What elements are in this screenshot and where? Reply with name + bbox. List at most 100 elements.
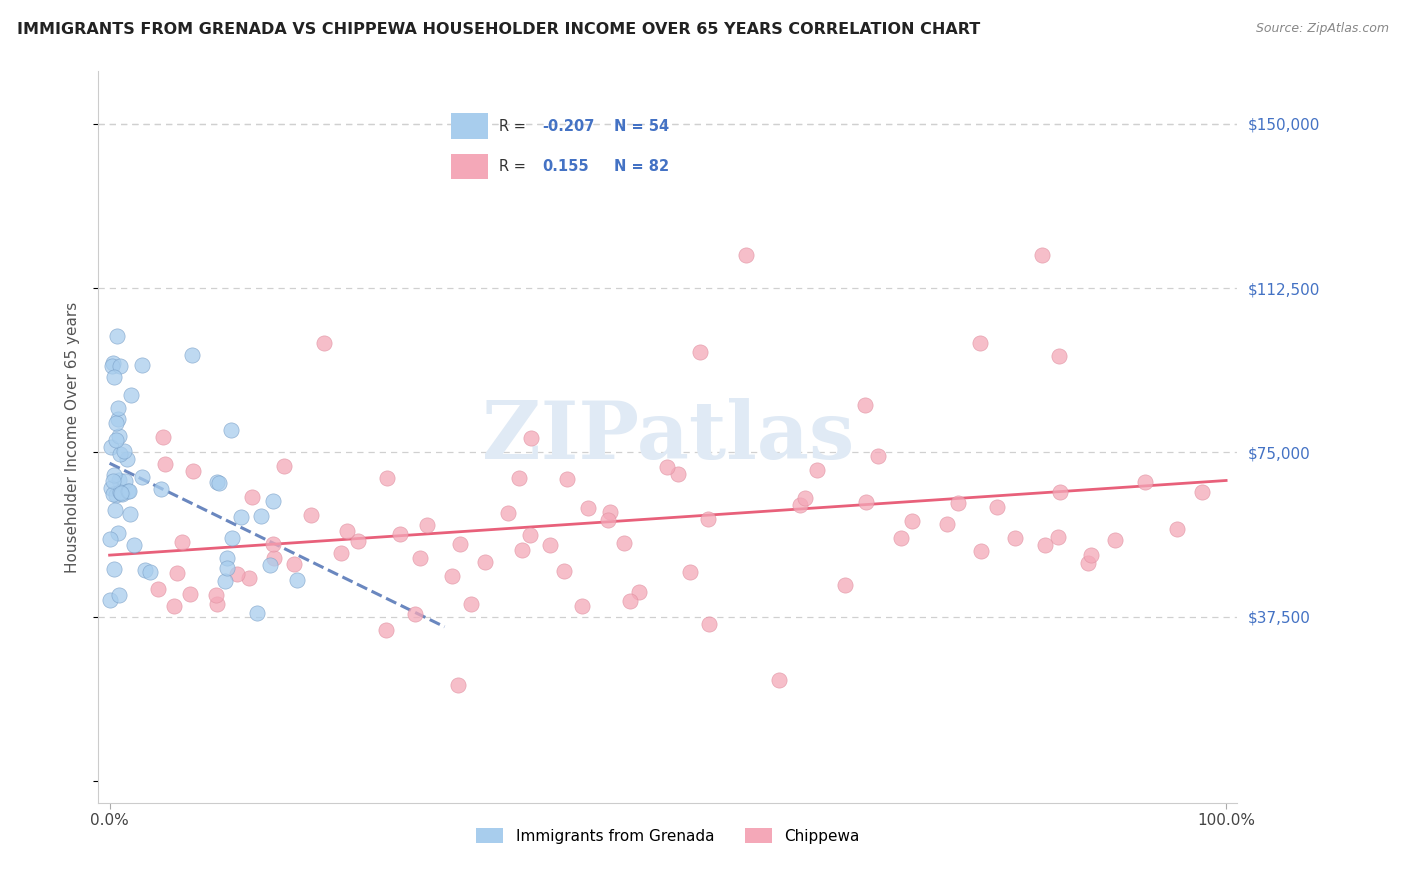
Point xyxy=(215,551,238,566)
Point xyxy=(110,484,132,499)
Point xyxy=(117,484,139,499)
Point xyxy=(100,481,122,495)
Text: IMMIGRANTS FROM GRENADA VS CHIPPEWA HOUSEHOLDER INCOME OVER 65 YEARS CORRELATION: IMMIGRANTS FROM GRENADA VS CHIPPEWA HOUS… xyxy=(17,22,980,37)
Point xyxy=(1077,556,1099,570)
Point xyxy=(657,460,679,475)
Point xyxy=(508,471,530,485)
Point xyxy=(205,475,228,489)
Point xyxy=(101,356,124,370)
Point xyxy=(101,474,124,488)
Point xyxy=(181,464,204,478)
Point xyxy=(283,557,305,571)
Point xyxy=(1166,522,1188,536)
Point xyxy=(948,496,970,510)
Point xyxy=(806,463,828,477)
Point xyxy=(205,589,228,603)
Point xyxy=(375,623,398,637)
Point xyxy=(146,582,169,597)
Point xyxy=(866,449,889,463)
Point xyxy=(1080,548,1102,562)
Point xyxy=(697,512,720,526)
Point xyxy=(107,525,129,540)
Point xyxy=(689,344,711,359)
Point xyxy=(225,566,247,581)
Point xyxy=(375,470,398,484)
Point xyxy=(101,487,124,501)
Point xyxy=(679,565,702,579)
Point xyxy=(834,578,856,592)
Point xyxy=(262,493,284,508)
Point xyxy=(986,500,1008,515)
Point xyxy=(576,500,599,515)
Point xyxy=(219,423,242,437)
Point xyxy=(697,616,720,631)
Point xyxy=(460,597,482,611)
Point xyxy=(134,563,156,577)
Point xyxy=(335,524,357,538)
Point xyxy=(118,508,141,522)
Point xyxy=(520,431,543,445)
Text: Source: ZipAtlas.com: Source: ZipAtlas.com xyxy=(1256,22,1389,36)
Point xyxy=(299,508,322,522)
Point xyxy=(118,483,141,498)
Point xyxy=(449,537,471,551)
Point xyxy=(330,546,353,560)
Point xyxy=(250,509,273,524)
Point xyxy=(613,535,636,549)
Point xyxy=(104,433,127,447)
Point xyxy=(619,593,641,607)
Point xyxy=(104,503,127,517)
Point xyxy=(262,537,284,551)
Point xyxy=(122,538,145,552)
Point xyxy=(1031,248,1053,262)
Point xyxy=(1004,531,1026,545)
Point xyxy=(969,335,991,350)
Point xyxy=(221,532,243,546)
Point xyxy=(853,399,876,413)
Point xyxy=(152,430,174,444)
Point xyxy=(936,517,959,532)
Y-axis label: Householder Income Over 65 years: Householder Income Over 65 years xyxy=(65,301,80,573)
Point xyxy=(238,571,260,585)
Point xyxy=(100,440,122,454)
Point xyxy=(900,514,922,528)
Point xyxy=(346,533,368,548)
Text: ZIPatlas: ZIPatlas xyxy=(482,398,853,476)
Point xyxy=(108,359,131,373)
Point xyxy=(108,473,131,487)
Point xyxy=(768,673,790,688)
Point xyxy=(207,597,229,611)
Point xyxy=(599,505,621,519)
Point xyxy=(666,467,689,481)
Point xyxy=(1047,349,1070,363)
Point xyxy=(208,475,231,490)
Point xyxy=(555,472,578,486)
Point xyxy=(100,359,122,373)
Point xyxy=(214,574,236,588)
Point xyxy=(103,370,125,384)
Point xyxy=(596,513,619,527)
Point xyxy=(969,544,991,558)
Point xyxy=(131,359,153,373)
Point xyxy=(312,335,335,350)
Point xyxy=(114,474,136,488)
Point xyxy=(259,558,281,573)
Point xyxy=(388,527,411,541)
Point xyxy=(180,348,202,362)
Point xyxy=(112,444,135,458)
Point xyxy=(409,551,432,566)
Point xyxy=(104,417,127,431)
Point xyxy=(263,550,285,565)
Point xyxy=(107,412,129,426)
Point xyxy=(735,248,758,262)
Point xyxy=(108,447,131,461)
Point xyxy=(628,584,651,599)
Point xyxy=(240,490,263,504)
Point xyxy=(170,535,193,549)
Point xyxy=(107,401,129,415)
Point xyxy=(855,495,877,509)
Point xyxy=(153,457,176,471)
Point xyxy=(1049,485,1071,500)
Point xyxy=(179,587,201,601)
Point xyxy=(1033,538,1056,552)
